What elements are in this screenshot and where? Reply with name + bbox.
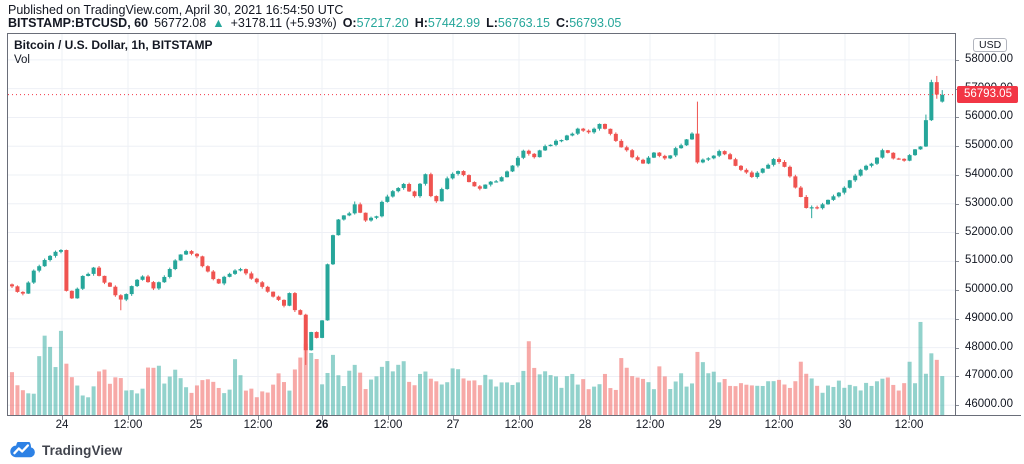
time-tick-mark	[453, 416, 454, 420]
volume-series	[10, 321, 945, 415]
chart-legend: Bitcoin / U.S. Dollar, 1h, BITSTAMP Vol	[14, 38, 212, 68]
chart-frame	[7, 33, 1021, 436]
tradingview-logo[interactable]: TradingView	[9, 441, 122, 460]
time-tick-mark	[322, 416, 323, 420]
time-axis[interactable]: 24 12:00 25 12:00 26 12:00 27 12:00 28 12:00 29 12:…	[7, 415, 1021, 436]
time-tick-mark	[650, 416, 651, 420]
time-tick-label: 29	[708, 419, 722, 431]
price-tick-label: 46000.00	[965, 398, 1013, 411]
high-pair: H:57442.99	[414, 16, 481, 30]
price-tick-mark	[956, 405, 959, 407]
time-tick-mark	[258, 416, 259, 420]
price-tick-label: 50000.00	[965, 283, 1013, 296]
time-tick-mark	[196, 416, 197, 420]
up-triangle-icon: ▲	[212, 16, 225, 30]
price-tick-label: 49000.00	[965, 311, 1013, 324]
time-tick-label: 12:00	[504, 419, 534, 431]
candlestick-series	[10, 75, 945, 365]
price-tick-label: 58000.00	[965, 52, 1013, 65]
time-tick-label: 28	[578, 419, 592, 431]
price-tick-mark	[956, 59, 959, 61]
price-tick-mark	[956, 117, 959, 119]
time-tick-label: 30	[838, 419, 852, 431]
currency-unit-chip: USD	[973, 38, 1008, 52]
last-price: 56772.08	[154, 16, 207, 30]
time-tick-mark	[909, 416, 910, 420]
price-tick-label: 48000.00	[965, 340, 1013, 353]
open-pair: O:57217.20	[342, 16, 409, 30]
low-pair: L:56763.15	[486, 16, 551, 30]
price-tick-label: 54000.00	[965, 168, 1013, 180]
price-tick-mark	[956, 175, 959, 176]
time-tick-mark	[715, 416, 716, 420]
price-tick-mark	[956, 203, 959, 205]
legend-volume-indicator: Vol	[14, 54, 30, 66]
time-tick-label: 26	[315, 419, 329, 431]
symbol-status-line: BITSTAMP:BTCUSD, 60 56772.08 ▲ +3178.11 …	[8, 16, 621, 30]
price-tick-label: 56000.00	[965, 110, 1013, 123]
price-chart-plot[interactable]	[8, 34, 955, 415]
time-tick-label: 12:00	[113, 419, 143, 431]
time-tick-label: 12:00	[764, 419, 794, 431]
price-change: +3178.11 (+5.93%)	[230, 16, 337, 30]
time-tick-label: 12:00	[373, 419, 403, 431]
price-tick-label: 55000.00	[965, 139, 1013, 152]
price-tick-label: 47000.00	[965, 369, 1013, 382]
time-tick-mark	[62, 416, 63, 420]
time-tick-label: 12:00	[894, 419, 924, 431]
price-axis[interactable]: USD 58000.0057000.0056000.0055000.005400…	[955, 33, 1021, 436]
time-tick-mark	[128, 416, 129, 420]
time-tick-mark	[845, 416, 846, 420]
price-tick-mark	[956, 232, 959, 234]
gridlines	[8, 34, 955, 415]
price-tick-mark	[956, 290, 959, 292]
current-price-label: 56793.05	[957, 86, 1018, 104]
price-tick-mark	[956, 318, 959, 320]
time-tick-mark	[585, 416, 586, 420]
price-tick-mark	[956, 376, 959, 378]
time-tick-mark	[519, 416, 520, 420]
time-tick-label: 12:00	[243, 419, 273, 431]
price-tick-mark	[956, 261, 959, 263]
legend-symbol-title: Bitcoin / U.S. Dollar, 1h, BITSTAMP	[14, 38, 213, 52]
price-tick-label: 52000.00	[965, 225, 1013, 238]
time-tick-label: 27	[446, 419, 460, 431]
tradingview-cloud-mountain-icon	[10, 442, 35, 458]
time-tick-mark	[779, 416, 780, 420]
price-tick-mark	[956, 347, 959, 349]
symbol-name: BITSTAMP:BTCUSD, 60	[8, 16, 149, 30]
time-tick-mark	[388, 416, 389, 420]
close-pair: C:56793.05	[556, 16, 622, 30]
price-tick-label: 53000.00	[965, 196, 1013, 209]
published-line: Published on TradingView.com, April 30, …	[8, 3, 344, 17]
time-tick-label: 25	[189, 419, 203, 431]
time-tick-label: 24	[55, 419, 69, 431]
price-tick-mark	[956, 146, 959, 148]
time-tick-label: 12:00	[635, 419, 665, 431]
price-tick-label: 51000.00	[965, 254, 1013, 267]
tradingview-logo-text: TradingView	[42, 443, 123, 458]
